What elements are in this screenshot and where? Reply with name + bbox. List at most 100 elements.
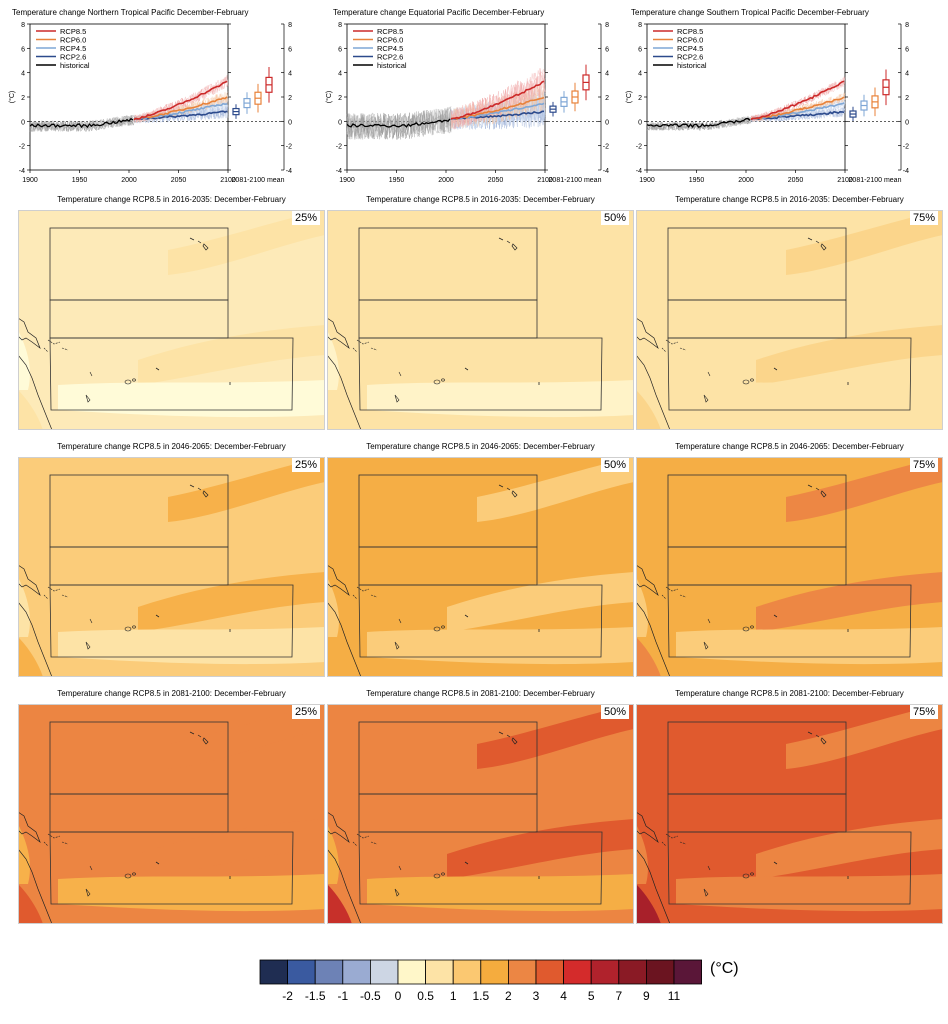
region-box-south (667, 584, 912, 658)
colorbar-tick-label: 3 (532, 989, 540, 1003)
coastline (636, 354, 671, 430)
y-tick-label-left: 8 (21, 22, 25, 29)
colorbar-swatch (507, 959, 537, 985)
legend-label: RCP8.5 (60, 27, 86, 36)
y-tick-label-right: -2 (286, 144, 292, 151)
island (441, 378, 445, 382)
map-contour-region (58, 874, 325, 912)
map-contour-region (168, 457, 325, 522)
colorbar-swatch (397, 959, 427, 985)
island (464, 861, 469, 865)
island (132, 872, 136, 876)
colorbar-swatch (618, 959, 647, 985)
x-tick-label: 2050 (788, 177, 804, 184)
coastline (327, 317, 350, 350)
y-tick-label-left: 8 (338, 22, 342, 29)
y-tick-label-left: 6 (338, 46, 342, 53)
y-tick-label-left: 4 (638, 71, 642, 78)
ts-title-south: Temperature change Southern Tropical Pac… (631, 8, 869, 17)
island (394, 618, 402, 650)
x-tick-label: 2050 (171, 177, 187, 184)
island-chain (352, 586, 378, 600)
y-tick-label-left: 0 (638, 119, 642, 126)
ts-panel-north: Temperature change Northern Tropical Pac… (8, 0, 298, 190)
colorbar-swatch (673, 959, 703, 985)
island (773, 614, 778, 618)
island (750, 625, 754, 629)
map-contour-region (138, 325, 325, 385)
region-box-south (667, 831, 912, 905)
legend-label: RCP6.0 (60, 36, 86, 45)
scenario-mean-line (750, 110, 845, 121)
percentile-label: 75% (910, 458, 939, 472)
y-tick-label-right: 6 (905, 46, 909, 53)
x-tick-label: 1900 (339, 177, 355, 184)
y-tick-label-left: 6 (638, 46, 642, 53)
box-axis-label: 2081-2100 mean (232, 177, 285, 184)
island (85, 618, 93, 650)
map-contour-region (756, 572, 943, 632)
map-contour-region (168, 704, 325, 769)
map-frame (636, 210, 943, 430)
ts-title-equatorial: Temperature change Equatorial Pacific De… (333, 8, 545, 17)
map-contour-region (636, 390, 661, 430)
coastline (18, 848, 53, 924)
x-tick-label: 1950 (389, 177, 405, 184)
map-frame (327, 457, 634, 677)
y-tick-label-right: 0 (905, 119, 909, 126)
map-contour-region (477, 457, 634, 522)
island-chain (43, 586, 69, 600)
x-tick-label: 1950 (689, 177, 705, 184)
map-title: Temperature change RCP8.5 in 2016-2035: … (675, 195, 904, 204)
region-box-south (49, 337, 294, 411)
colorbar-unit: (°C) (710, 960, 739, 977)
y-tick-label-right: 4 (605, 71, 609, 78)
colorbar-tick-label: 0.5 (417, 989, 434, 1003)
y-tick-label-left: -2 (19, 144, 25, 151)
island-chain (352, 833, 378, 847)
hawaii-islands (807, 484, 827, 498)
map-contour-region (367, 874, 634, 912)
y-tick-label-left: 0 (21, 119, 25, 126)
coastline (18, 354, 53, 430)
coastline (18, 564, 41, 597)
map-contour-region (138, 572, 325, 632)
map-contour-region (447, 572, 634, 632)
map-title: Temperature change RCP8.5 in 2046-2065: … (57, 442, 286, 451)
colorbar-swatch (287, 959, 316, 985)
legend-label: RCP4.5 (377, 44, 403, 53)
colorbar-swatch (342, 959, 371, 985)
colorbar-tick-label: 4 (560, 989, 567, 1003)
coastline (636, 848, 671, 924)
y-tick-label-left: -4 (336, 168, 342, 175)
box-axis-label: 2081-2100 mean (849, 177, 902, 184)
x-tick-label: 2000 (121, 177, 137, 184)
scenario-mean-line (450, 80, 545, 120)
colorbar-tick-label: 1 (449, 989, 457, 1003)
map-contour-region (676, 874, 943, 912)
map-title: Temperature change RCP8.5 in 2016-2035: … (57, 195, 286, 204)
scenario-mean-line (133, 80, 228, 121)
hawaii-islands (807, 731, 827, 745)
x-tick-label: 2000 (438, 177, 454, 184)
island (433, 873, 441, 879)
y-tick-label-right: 2 (605, 95, 609, 102)
map-contour-region (786, 210, 943, 275)
coastline (636, 317, 659, 350)
colorbar-swatch (590, 959, 620, 985)
y-tick-label-right: 6 (605, 46, 609, 53)
percentile-label: 75% (910, 705, 939, 719)
island (703, 618, 711, 650)
y-tick-label-right: 2 (288, 95, 292, 102)
coastline (327, 354, 362, 430)
hawaii-islands (498, 237, 518, 251)
y-tick-label-right: -4 (603, 168, 609, 175)
legend-label: historical (377, 61, 407, 70)
legend-label: RCP4.5 (677, 44, 703, 53)
map-panel (636, 210, 943, 430)
island (155, 367, 160, 371)
hawaii-islands (498, 731, 518, 745)
y-tick-label-right: 2 (905, 95, 909, 102)
scenario-mean-line (750, 80, 845, 121)
coastline (18, 811, 41, 844)
